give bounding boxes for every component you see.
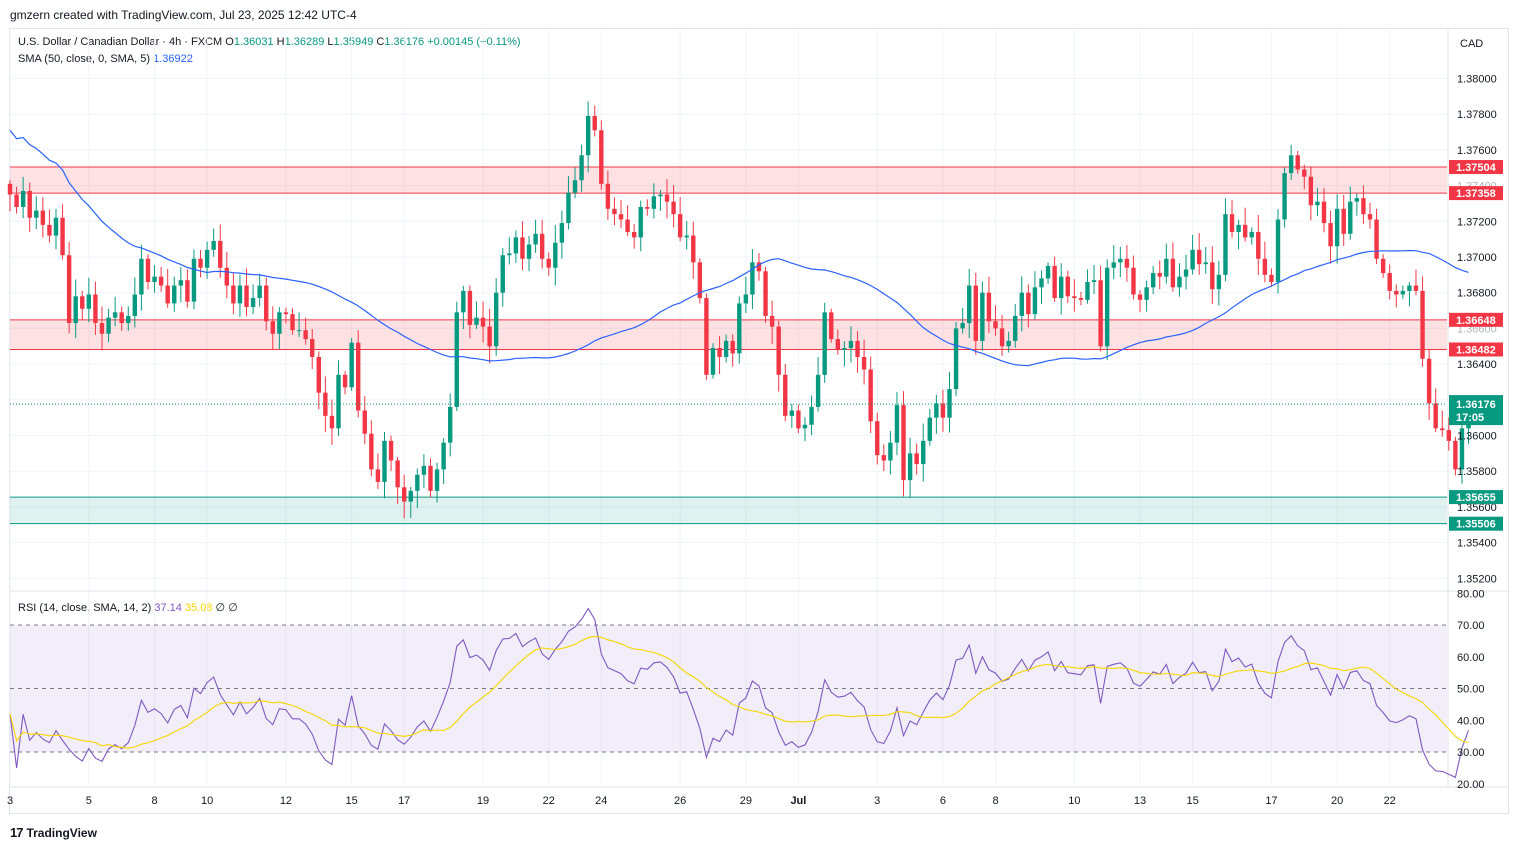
sma-legend[interactable]: SMA (50, close, 0, SMA, 5) 1.36922 — [18, 53, 193, 65]
open-value: 1.36031 — [233, 36, 274, 48]
rsi-sma-value: 35.08 — [184, 602, 213, 614]
low-value: 1.35949 — [333, 36, 374, 48]
footer-brand: 17 TradingView — [10, 825, 97, 840]
chart-frame — [9, 28, 1509, 814]
symbol-title[interactable]: U.S. Dollar / Canadian Dollar · 4h · FXC… — [18, 36, 223, 48]
close-value: 1.36176 — [384, 36, 425, 48]
rsi-legend[interactable]: RSI (14, close, SMA, 14, 2) 37.14 35.08 … — [18, 602, 238, 614]
sma-value: 1.36922 — [153, 53, 193, 65]
high-value: 1.36289 — [284, 36, 325, 48]
rsi-value: 37.14 — [154, 602, 182, 614]
chart-credit: gmzern created with TradingView.com, Jul… — [10, 8, 357, 22]
currency-label[interactable]: CAD — [1460, 38, 1484, 50]
tradingview-logo-icon: 17 — [10, 825, 24, 840]
price-legend: U.S. Dollar / Canadian Dollar · 4h · FXC… — [18, 36, 521, 48]
change-value: +0.00145 (+0.11%) — [427, 36, 521, 48]
